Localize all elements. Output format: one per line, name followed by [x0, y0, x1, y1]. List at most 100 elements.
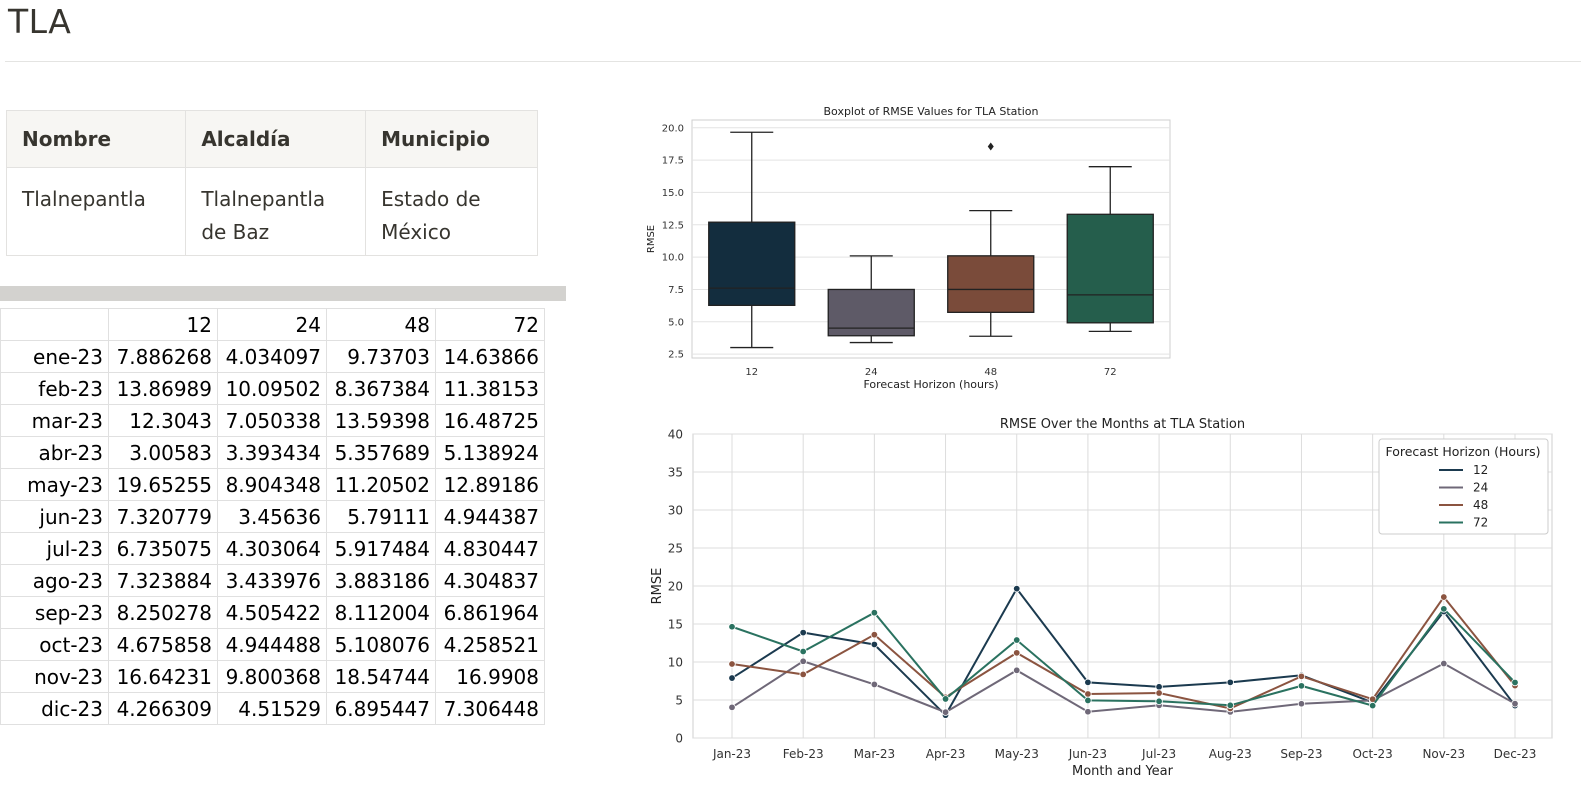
x-tick-label: Dec-23 [1494, 747, 1537, 761]
grid-row: jun-23 7.320779 3.45636 5.79111 4.944387 [0, 500, 545, 533]
grid-cell: 7.320779 [108, 500, 218, 533]
x-tick-label: Mar-23 [854, 747, 895, 761]
x-tick-label: Aug-23 [1209, 747, 1252, 761]
x-tick-label: 24 [865, 367, 878, 378]
data-point [1297, 682, 1306, 690]
y-tick-label: 12.5 [662, 220, 684, 231]
grid-cell: 9.800368 [217, 660, 327, 693]
grid-row-label: abr-23 [0, 436, 109, 469]
x-tick-label: 72 [1104, 367, 1117, 378]
grid-cell: 8.904348 [217, 468, 327, 501]
data-point [1440, 659, 1448, 668]
series-line-24 [731, 660, 1516, 714]
grid-row-label: may-23 [0, 468, 109, 501]
y-axis-label: RMSE [650, 568, 665, 605]
legend-label: 72 [1473, 516, 1488, 530]
legend-box [1378, 438, 1549, 535]
outlier-marker [987, 142, 994, 151]
data-point [1368, 701, 1377, 710]
data-point [1084, 690, 1092, 698]
grid-cell: 4.303064 [217, 532, 327, 565]
grid-cell: 5.138924 [435, 436, 545, 469]
page-title: TLA [8, 2, 72, 41]
y-tick-label: 15 [668, 618, 683, 632]
grid-row: nov-23 16.64231 9.800368 18.54744 16.9908 [0, 660, 545, 693]
grid-cell: 13.86989 [108, 372, 218, 405]
embed-top-bar [0, 286, 566, 301]
grid-cell: 12.3043 [108, 404, 218, 437]
grid-cell: 3.883186 [326, 564, 436, 597]
x-tick-label: Jan-23 [712, 747, 751, 761]
data-point [728, 660, 736, 668]
grid-row: oct-23 4.675858 4.944488 5.108076 4.258521 [0, 628, 545, 661]
data-point [1013, 649, 1021, 657]
data-point [1226, 678, 1234, 687]
legend: Forecast Horizon (Hours) 12 24 48 72 [1378, 438, 1549, 535]
data-point [799, 657, 807, 665]
legend-label: 24 [1473, 481, 1488, 495]
x-tick-label: May-23 [995, 747, 1039, 761]
data-point [1013, 584, 1021, 593]
header-nombre: Nombre [5, 110, 187, 168]
data-point [941, 695, 950, 703]
y-tick-label: 15.0 [662, 188, 684, 199]
station-info-table: Nombre Alcaldía Municipio Tlalnepantla T… [5, 110, 538, 256]
grid-row: feb-23 13.86989 10.09502 8.367384 11.38153 [0, 372, 545, 405]
legend-label: 48 [1473, 498, 1488, 512]
x-tick-label: Jun-23 [1068, 747, 1107, 761]
grid-cell: 4.304837 [435, 564, 545, 597]
series-line-72 [731, 607, 1516, 707]
series-line-48 [731, 595, 1516, 710]
grid-cell: 4.505422 [217, 596, 327, 629]
x-tick-label: Jul-23 [1141, 747, 1176, 761]
grid-cell: 8.112004 [326, 596, 436, 629]
grid-row: ago-23 7.323884 3.433976 3.883186 4.304837 [0, 564, 545, 597]
data-point [941, 708, 950, 716]
grid-cell: 3.00583 [108, 436, 218, 469]
grid-cell: 18.54744 [326, 660, 436, 693]
x-tick-label: Nov-23 [1422, 747, 1465, 761]
grid-cell: 19.65255 [108, 468, 218, 501]
grid-column-header: 24 [217, 308, 327, 341]
data-point [1084, 678, 1092, 687]
grid-row-label: jun-23 [0, 500, 109, 533]
data-point [1297, 700, 1306, 708]
grid-row: sep-23 8.250278 4.505422 8.112004 6.861964 [0, 596, 545, 629]
grid-cell: 7.050338 [217, 404, 327, 437]
cell-nombre: Tlalnepantla [5, 167, 187, 256]
x-tick-label: Feb-23 [783, 747, 824, 761]
grid-cell: 3.45636 [217, 500, 327, 533]
title-divider [5, 61, 1581, 62]
grid-cell: 4.034097 [217, 340, 327, 373]
rmse-spreadsheet: 12 24 48 72 ene-23 7.886268 4.034097 9.73703 14.… [0, 308, 545, 725]
data-point [1155, 689, 1163, 697]
grid-cell: 4.944387 [435, 500, 545, 533]
data-point [799, 670, 807, 679]
grid-cell: 11.20502 [326, 468, 436, 501]
y-tick-label: 20.0 [662, 123, 684, 134]
grid-cell: 10.09502 [217, 372, 327, 405]
grid-row-label: ene-23 [0, 340, 109, 373]
grid-row-label: mar-23 [0, 404, 109, 437]
grid-row: dic-23 4.266309 4.51529 6.895447 7.306448 [0, 692, 545, 725]
box-72 [1066, 213, 1154, 324]
y-tick-label: 17.5 [662, 156, 684, 167]
y-tick-label: 25 [668, 542, 683, 556]
data-point [1440, 605, 1448, 613]
box-24 [827, 288, 915, 337]
grid-cell: 5.108076 [326, 628, 436, 661]
data-point [799, 628, 807, 637]
grid-cell: 13.59398 [326, 404, 436, 437]
grid-row: jul-23 6.735075 4.303064 5.917484 4.830447 [0, 532, 545, 565]
y-tick-label: 20 [668, 580, 683, 594]
y-tick-label: 2.5 [668, 350, 684, 361]
grid-cell: 5.357689 [326, 436, 436, 469]
grid-cell: 16.9908 [435, 660, 545, 693]
grid-cell: 12.89186 [435, 468, 545, 501]
data-point [1084, 696, 1092, 705]
x-tick-label: Apr-23 [926, 747, 966, 761]
grid-cell: 6.895447 [326, 692, 436, 725]
x-tick-label: 12 [745, 367, 758, 378]
grid-cell: 4.830447 [435, 532, 545, 565]
grid-cell: 6.735075 [108, 532, 218, 565]
